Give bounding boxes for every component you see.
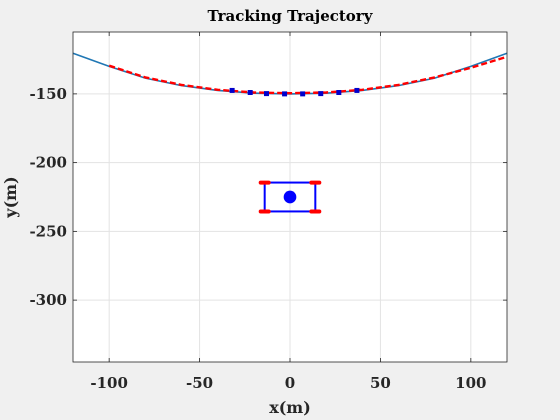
x-axis-label: x(m) <box>269 398 311 417</box>
x-tick-label: 100 <box>455 374 486 392</box>
x-tick-label: 50 <box>370 374 391 392</box>
x-tick-label: 0 <box>285 374 295 392</box>
y-tick-label: -150 <box>29 85 67 103</box>
sample-point <box>229 87 235 93</box>
y-tick-label: -250 <box>29 222 67 240</box>
sample-points <box>229 87 360 97</box>
vehicle-center-marker <box>283 190 297 204</box>
y-tick-label: -200 <box>29 154 67 172</box>
x-tick-label: -50 <box>186 374 213 392</box>
sample-point <box>263 91 269 97</box>
sample-point <box>300 91 306 97</box>
trajectory-curves <box>72 52 508 95</box>
vehicle-wheel <box>309 180 322 185</box>
sample-point <box>282 91 288 97</box>
vehicle-body <box>258 180 322 214</box>
y-tick-label: -300 <box>29 291 67 309</box>
series-line-2 <box>108 55 508 95</box>
y-axis-label: y(m) <box>1 176 20 218</box>
sample-point <box>354 87 360 93</box>
axis-ticks: -100 -50 0 50 100 -150 -200 -250 -300 <box>29 32 507 392</box>
vehicle-frame <box>263 181 317 213</box>
sample-point <box>247 90 253 95</box>
chart-title: Tracking Trajectory <box>208 7 374 25</box>
vehicle-wheel <box>309 209 322 214</box>
x-tick-label: -100 <box>90 374 128 392</box>
vehicle-wheel <box>258 209 271 214</box>
sample-point <box>318 91 324 97</box>
vehicle-wheel <box>258 180 271 185</box>
sample-point <box>336 90 342 95</box>
